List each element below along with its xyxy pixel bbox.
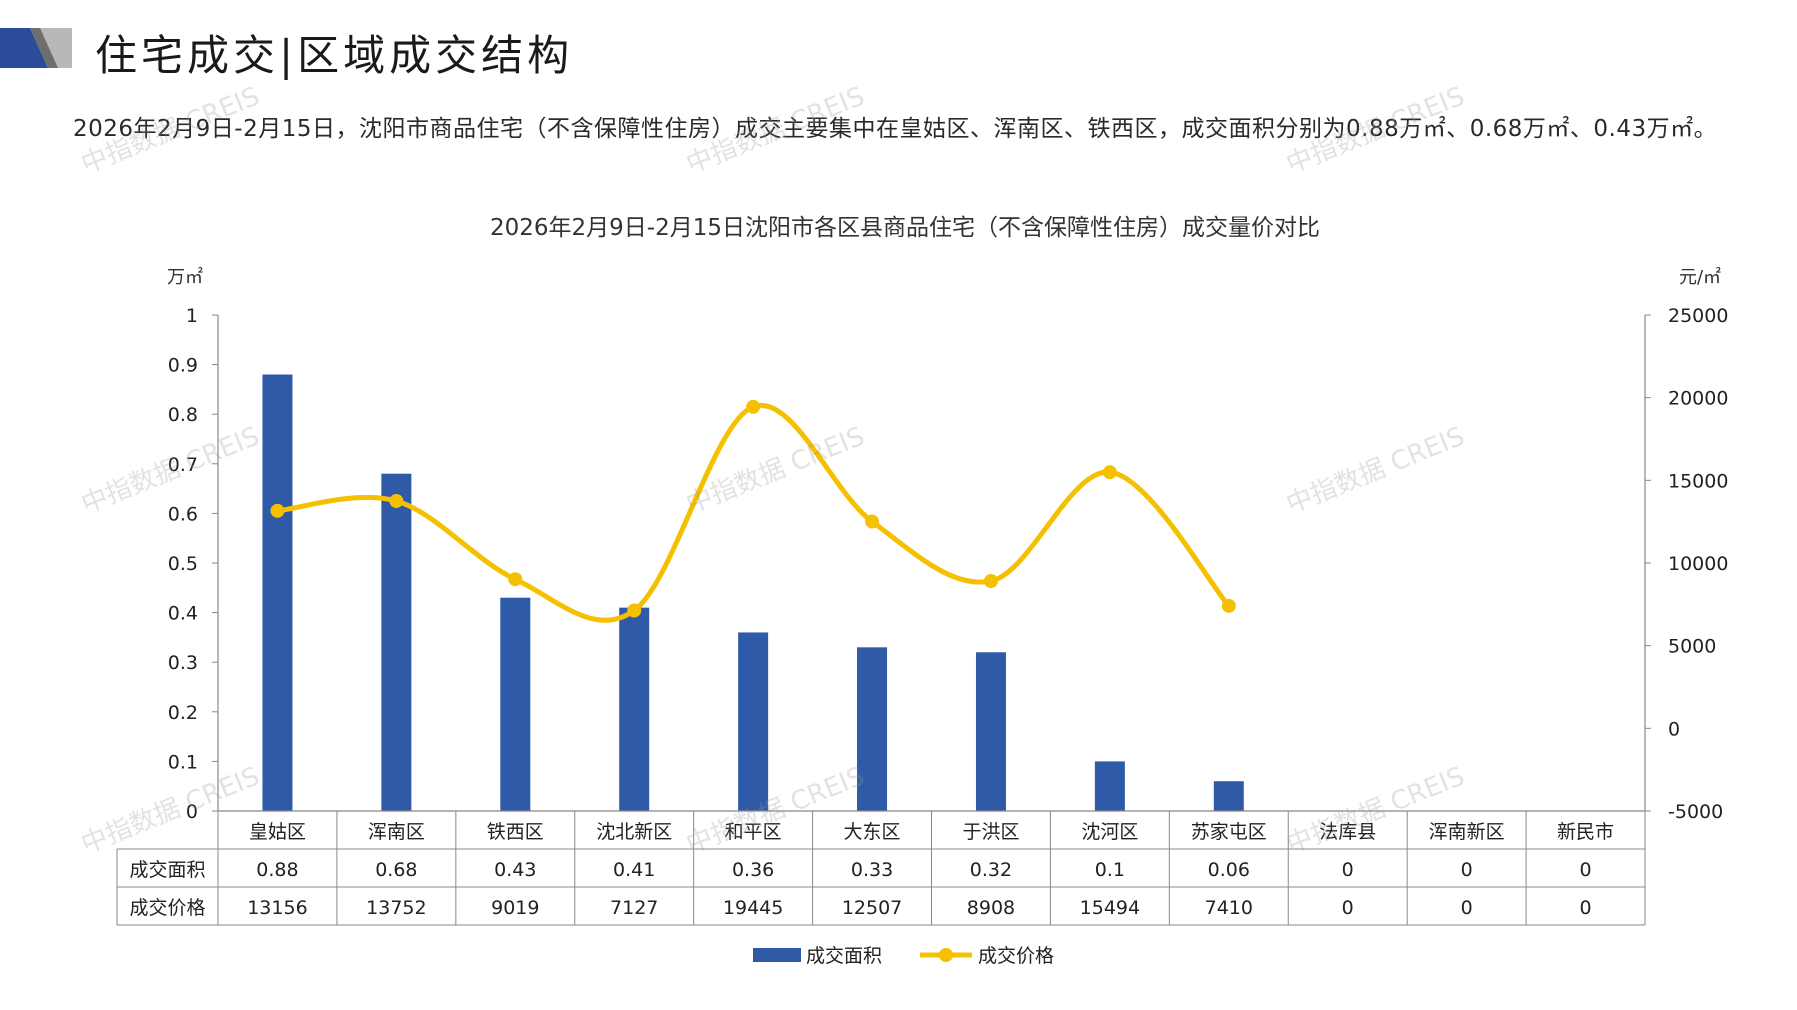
y-tick-label-left: 0.1 — [168, 751, 198, 773]
bar — [381, 473, 412, 811]
x-tick-label: 和平区 — [725, 821, 782, 843]
table-row-header: 成交面积 — [129, 859, 205, 881]
y-tick-label-right: 15000 — [1668, 470, 1728, 492]
x-tick-label: 苏家屯区 — [1191, 821, 1267, 843]
x-tick-label: 大东区 — [844, 821, 901, 843]
chart-title: 2026年2月9日-2月15日沈阳市各区县商品住宅（不含保障性住房）成交量价对比 — [490, 215, 1320, 241]
price-point — [508, 572, 523, 587]
y-tick-label-right: -5000 — [1668, 801, 1723, 823]
table-cell-price: 7410 — [1205, 897, 1253, 919]
price-point — [1102, 465, 1117, 480]
y-tick-label-right: 20000 — [1668, 388, 1728, 410]
legend-swatch-bar — [753, 948, 801, 962]
bar — [738, 632, 769, 811]
table-cell-price: 13752 — [366, 897, 426, 919]
table-cell-price: 19445 — [723, 897, 783, 919]
price-point — [270, 503, 285, 518]
table-cell-price: 7127 — [610, 897, 658, 919]
table-cell-area: 0 — [1342, 859, 1354, 881]
table-cell-area: 0.06 — [1208, 859, 1250, 881]
table-cell-price: 0 — [1342, 897, 1354, 919]
x-tick-label: 法库县 — [1319, 821, 1376, 843]
table-cell-area: 0.68 — [375, 859, 417, 881]
price-point — [746, 399, 761, 414]
y-tick-label-right: 10000 — [1668, 553, 1728, 575]
bar — [262, 374, 293, 811]
legend-marker-line — [939, 948, 953, 962]
bar — [500, 597, 531, 811]
y-tick-label-left: 0.2 — [168, 702, 198, 724]
table-cell-price: 0 — [1579, 897, 1591, 919]
legend-label-line: 成交价格 — [978, 945, 1054, 967]
table-cell-area: 0.33 — [851, 859, 893, 881]
table-cell-price: 15494 — [1080, 897, 1140, 919]
bar — [975, 652, 1006, 811]
price-point — [627, 603, 642, 618]
y-tick-label-left: 0.3 — [168, 652, 198, 674]
y-tick-label-left: 0.5 — [168, 553, 198, 575]
x-tick-label: 浑南新区 — [1429, 821, 1505, 843]
bar — [1213, 781, 1244, 811]
price-point — [389, 493, 404, 508]
x-tick-label: 沈北新区 — [596, 821, 672, 843]
table-cell-price: 12507 — [842, 897, 902, 919]
y-tick-label-left: 0.8 — [168, 404, 198, 426]
x-tick-label: 皇姑区 — [249, 821, 306, 843]
table-row-header: 成交价格 — [129, 897, 205, 919]
x-tick-label: 铁西区 — [487, 821, 544, 843]
y-tick-label-right: 5000 — [1668, 636, 1716, 658]
table-cell-area: 0 — [1461, 859, 1473, 881]
y-tick-label-left: 0.4 — [168, 603, 198, 625]
header: 住宅成交|区域成交结构 — [0, 0, 1797, 110]
y-tick-label-left: 0 — [186, 801, 198, 823]
x-tick-label: 新民市 — [1557, 821, 1614, 843]
table-cell-area: 0 — [1579, 859, 1591, 881]
table-cell-price: 0 — [1461, 897, 1473, 919]
bar — [1094, 761, 1125, 811]
price-line — [274, 402, 1232, 623]
bar — [619, 607, 650, 811]
page-title: 住宅成交|区域成交结构 — [95, 31, 574, 80]
table-cell-area: 0.41 — [613, 859, 655, 881]
y-tick-label-left: 0.7 — [168, 454, 198, 476]
bar — [857, 647, 888, 811]
x-tick-label: 沈河区 — [1081, 821, 1138, 843]
y-tick-label-left: 0.6 — [168, 503, 198, 525]
table-cell-area: 0.43 — [494, 859, 536, 881]
price-point — [1221, 598, 1236, 613]
y-tick-label-right: 25000 — [1668, 305, 1728, 327]
table-cell-area: 0.88 — [256, 859, 298, 881]
x-tick-label: 于洪区 — [962, 821, 1019, 843]
price-point — [865, 514, 880, 529]
summary-paragraph: 2026年2月9日-2月15日，沈阳市商品住宅（不含保障性住房）成交主要集中在皇… — [73, 116, 1718, 142]
logo-mark-icon — [0, 28, 72, 68]
y-tick-label-left: 1 — [186, 305, 198, 327]
y-tick-label-left: 0.9 — [168, 355, 198, 377]
table-cell-price: 9019 — [491, 897, 539, 919]
table-cell-price: 13156 — [247, 897, 307, 919]
x-tick-label: 浑南区 — [368, 821, 425, 843]
legend-label-bar: 成交面积 — [806, 945, 882, 967]
price-point — [983, 574, 998, 589]
table-cell-area: 0.32 — [970, 859, 1012, 881]
table-cell-price: 8908 — [967, 897, 1015, 919]
y-tick-label-right: 0 — [1668, 718, 1680, 740]
table-cell-area: 0.36 — [732, 859, 774, 881]
y-axis-right-label: 元/㎡ — [1679, 266, 1721, 288]
table-cell-area: 0.1 — [1095, 859, 1125, 881]
y-axis-left-label: 万㎡ — [167, 266, 203, 288]
